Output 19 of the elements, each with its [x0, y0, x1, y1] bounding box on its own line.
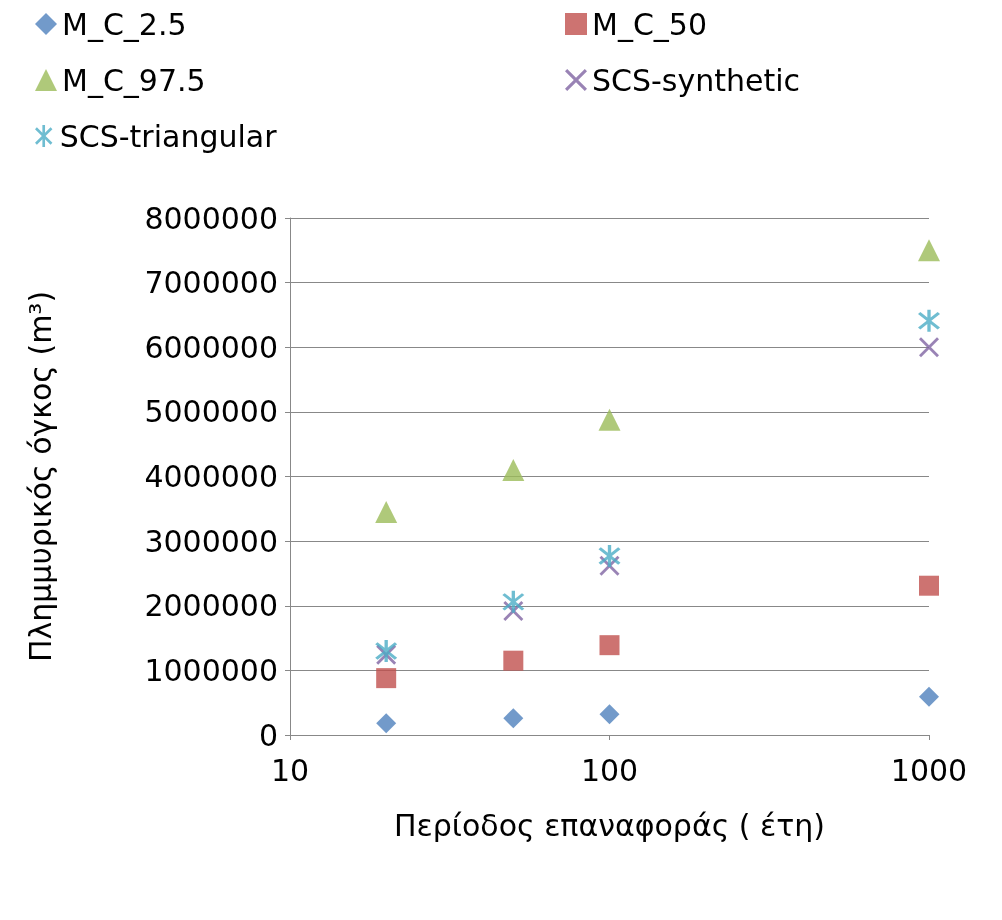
y-tick-label: 6000000 [144, 329, 278, 365]
legend-label: M_C_2.5 [62, 6, 187, 42]
x-tick-label: 10 [270, 752, 310, 788]
legend-label: M_C_50 [592, 6, 708, 42]
x-tick-label: 100 [580, 752, 639, 788]
y-tick-label: 3000000 [144, 523, 278, 559]
y-tick-label: 7000000 [144, 265, 278, 301]
y-tick-label: 5000000 [144, 394, 278, 430]
x-axis-title: Περίοδος επαναφοράς ( έτη) [393, 807, 826, 843]
legend-label: M_C_97.5 [62, 62, 206, 98]
y-tick-label: 2000000 [144, 588, 278, 624]
legend-label: SCS-synthetic [592, 62, 801, 98]
y-tick-label: 4000000 [144, 459, 278, 494]
y-tick-label: 0 [258, 717, 278, 753]
x-tick-label: 1000 [890, 752, 968, 788]
y-tick-label: 1000000 [144, 652, 278, 688]
legend-label: SCS-triangular [59, 118, 278, 154]
y-tick-label: 8000000 [144, 200, 278, 236]
y-axis-title: Πλημμυρικός όγκος (m³) [22, 290, 58, 663]
